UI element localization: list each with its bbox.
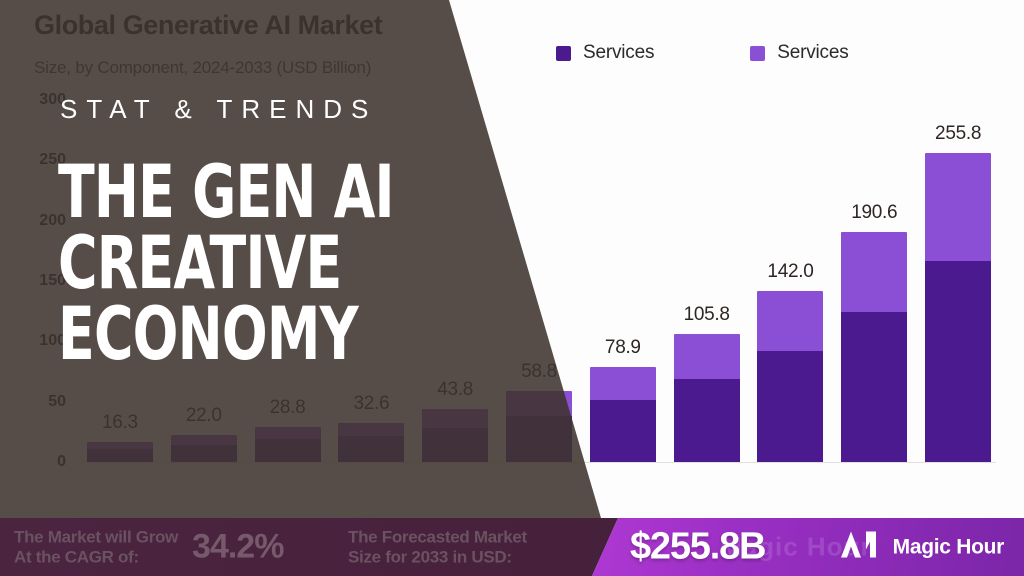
footer-bar: The Market will Grow At the CAGR of: 34.…	[0, 518, 1024, 576]
bar-value-label: 255.8	[935, 123, 982, 145]
brand-lockup[interactable]: Magic Hour	[839, 530, 1004, 565]
legend-item[interactable]: Services	[750, 42, 849, 64]
footer-left-panel	[0, 518, 618, 576]
forecast-label-line-1: The Forecasted Market	[348, 527, 527, 547]
kicker-text: STAT & TRENDS	[60, 94, 378, 124]
bar-segment-lower	[925, 261, 992, 462]
footer-right-panel	[592, 518, 1024, 576]
headline-line-1: THE GEN AI	[58, 150, 394, 235]
headline: THE GEN AI CREATIVE ECONOMY	[58, 150, 402, 377]
bar-segment-upper	[925, 153, 992, 262]
headline-line-2: CREATIVE	[58, 220, 342, 306]
cagr-stat-block: The Market will Grow At the CAGR of: 34.…	[14, 527, 284, 566]
bar-segment-lower	[841, 312, 908, 462]
bar-segment-upper	[589, 366, 656, 401]
bar-segment-lower	[757, 350, 824, 462]
bar-value-label: 105.8	[683, 304, 730, 326]
chart-legend: Services Services	[556, 42, 849, 64]
bar-value-label: 78.9	[604, 336, 641, 358]
legend-label: Services	[777, 42, 849, 63]
cagr-label: The Market will Grow At the CAGR of:	[14, 527, 178, 566]
cagr-label-line-2: At the CAGR of:	[14, 547, 139, 566]
legend-swatch-icon	[750, 45, 766, 61]
cagr-label-line-1: The Market will Grow	[14, 527, 179, 547]
bar-segment-upper	[757, 290, 824, 351]
bar-segment-lower	[589, 400, 656, 462]
bar-value-label: 190.6	[851, 202, 898, 224]
forecast-label-line-2: Size for 2033 in USD:	[348, 547, 512, 566]
forecast-value: $255.8B	[630, 525, 766, 568]
bar-segment-lower	[673, 378, 740, 462]
magic-hour-logo-icon	[839, 530, 883, 565]
headline-line-3: ECONOMY	[58, 291, 359, 377]
forecast-stat-block: The Forecasted Market Size for 2033 in U…	[348, 527, 527, 566]
legend-item[interactable]: Services	[556, 42, 654, 64]
bar-segment-upper	[673, 334, 740, 379]
legend-swatch-icon	[556, 45, 571, 61]
bar-segment-upper	[841, 232, 908, 313]
brand-name: Magic Hour	[892, 535, 1005, 558]
legend-label: Services	[583, 42, 655, 63]
forecast-label: The Forecasted Market Size for 2033 in U…	[348, 527, 527, 566]
cagr-value: 34.2%	[192, 527, 284, 566]
bar-value-label: 142.0	[767, 260, 814, 282]
